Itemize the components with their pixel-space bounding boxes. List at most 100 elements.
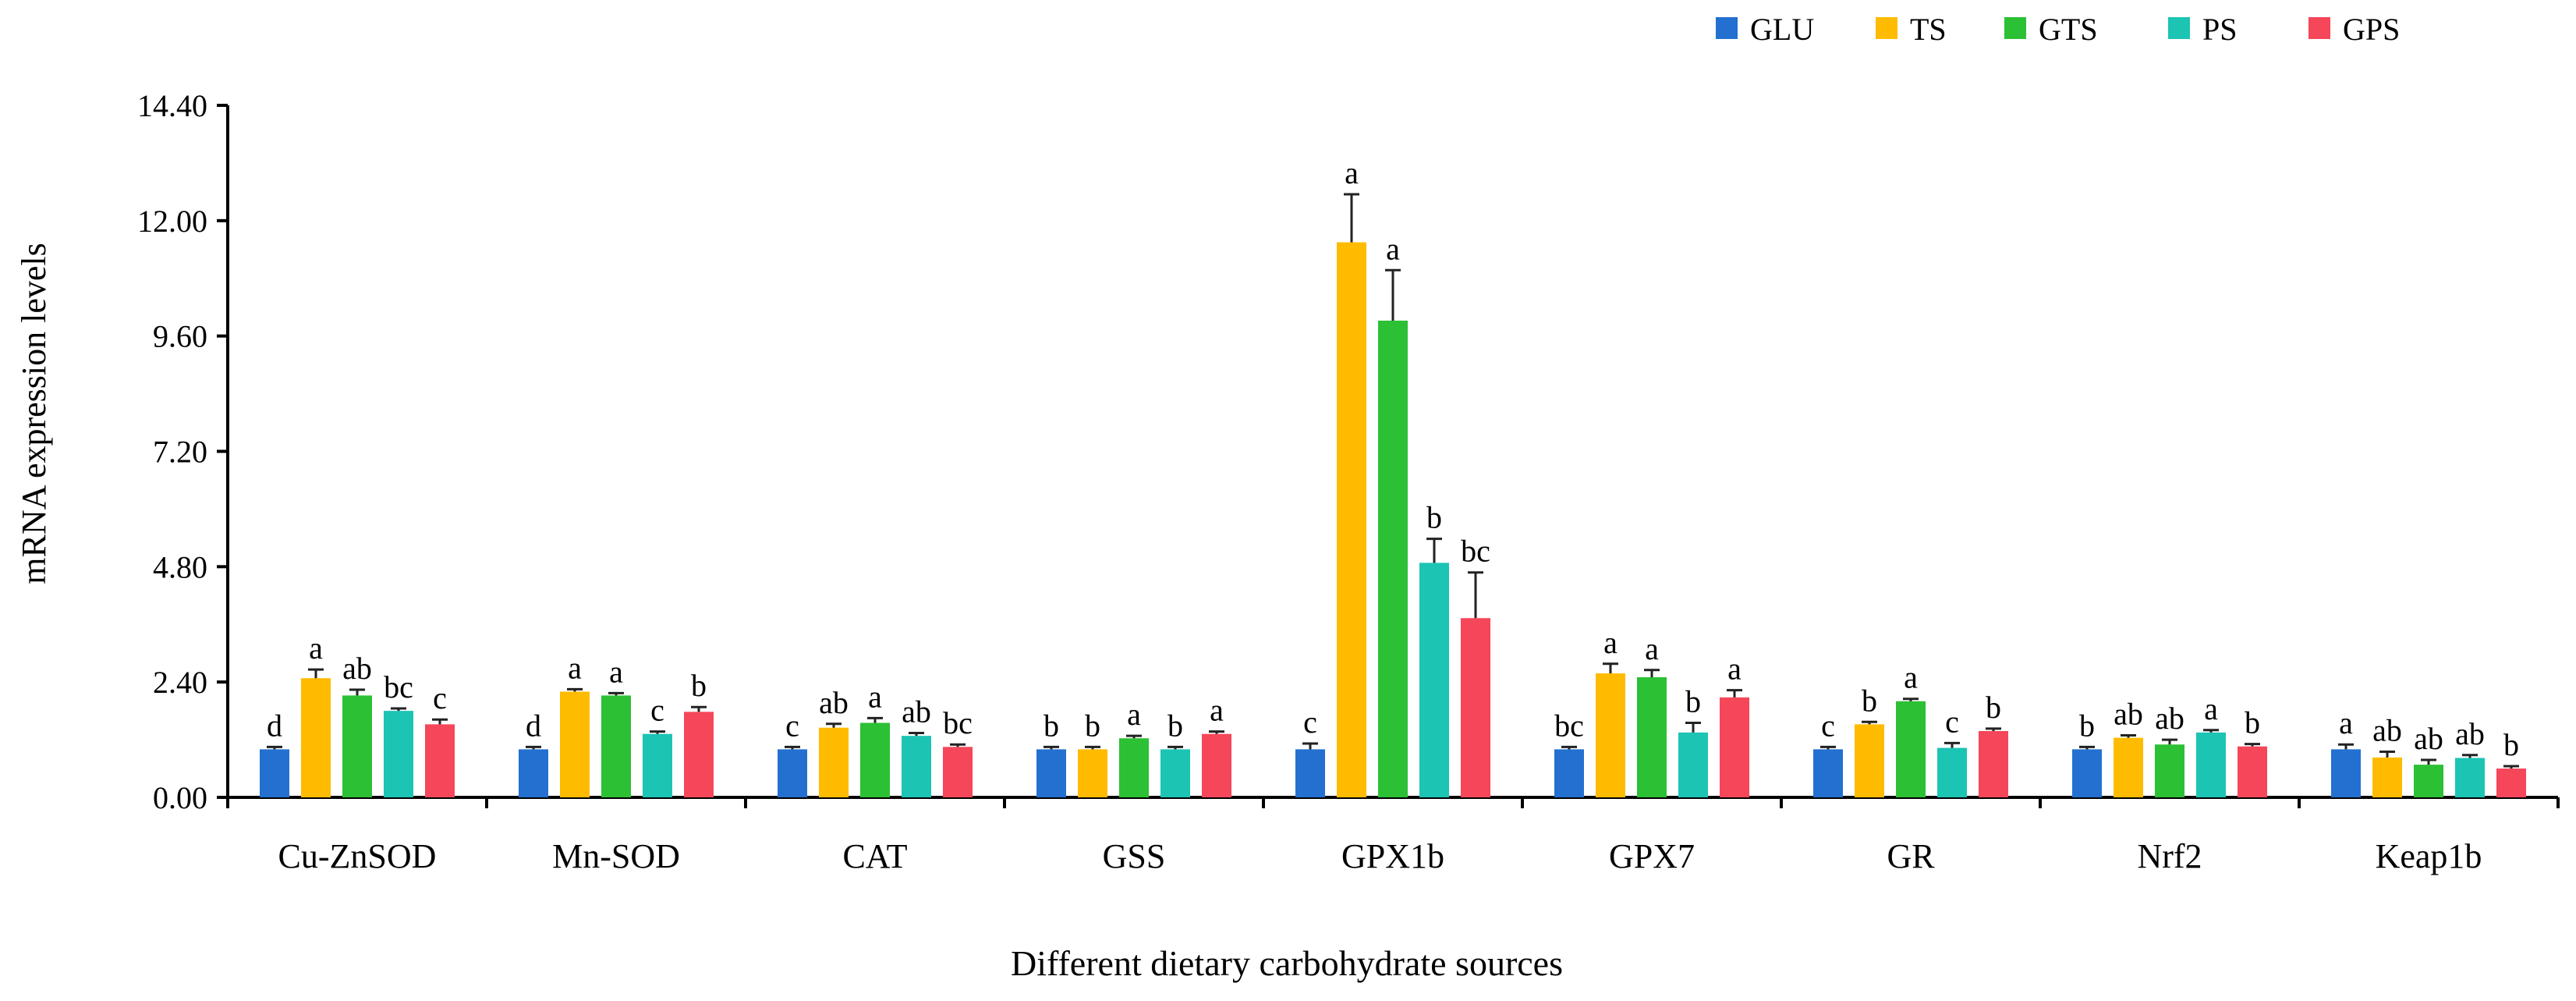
significance-label: bc [1461,534,1490,569]
significance-label: ab [2455,716,2485,751]
significance-label: a [1645,631,1659,666]
x-tick-label: GPX7 [1609,837,1695,875]
significance-label: ab [2155,701,2184,736]
bar [1295,749,1325,797]
significance-label: bc [384,669,413,705]
bar [2196,732,2226,797]
significance-label: b [1168,708,1183,743]
significance-label: c [1303,705,1317,740]
significance-label: bc [1554,708,1584,743]
significance-label: a [1386,231,1400,266]
legend-swatch [2168,17,2190,39]
x-tick-label: GPX1b [1341,837,1444,875]
significance-label: a [1727,651,1742,687]
significance-label: ab [902,694,931,729]
bar [260,749,289,797]
y-tick-label: 14.40 [137,88,207,123]
significance-label: b [2245,705,2260,740]
significance-label: a [1603,625,1618,660]
bar [1554,749,1584,797]
bar [1813,749,1843,797]
bar [1896,701,1926,797]
significance-label: ab [819,685,849,720]
significance-label: c [1945,704,1959,739]
bar [1461,618,1490,797]
x-tick-label: Nrf2 [2137,837,2202,875]
bar [2372,757,2402,797]
significance-label: a [2204,691,2218,726]
x-axis-label: Different dietary carbohydrate sources [1011,943,1563,983]
bar [1036,749,1066,797]
bar [1119,738,1149,797]
significance-label: d [526,708,541,743]
bar [1160,749,1190,797]
bar [384,711,413,797]
bar [1855,724,1884,797]
bar [2238,746,2267,797]
x-tick-label: GSS [1103,837,1166,875]
y-axis: 0.00 2.40 4.80 7.20 9.60 12.00 14.40 [137,88,229,815]
bar [1720,697,1749,797]
x-tick-label: Keap1b [2376,837,2482,875]
significance-label: b [1044,708,1059,743]
bar [1378,320,1408,797]
bar [2114,737,2143,797]
bar [1078,749,1107,797]
bar [902,736,931,797]
bar [1596,673,1625,797]
significance-label: c [650,693,664,728]
significance-label: b [1986,690,2001,725]
significance-label: ab [2114,697,2143,732]
bar [2072,749,2102,797]
x-tick-label: Mn-SOD [552,837,680,875]
y-tick-label: 7.20 [153,435,207,470]
significance-label: a [309,630,323,666]
significance-label: c [785,708,799,743]
significance-label: a [868,679,882,714]
bar [643,733,672,797]
significance-label: a [2339,705,2353,740]
bar [425,724,455,797]
bar [2155,744,2184,797]
bar [2331,749,2361,797]
y-tick-label: 0.00 [153,780,207,815]
significance-label: c [433,680,447,715]
legend-label: PS [2202,12,2238,47]
bar [943,747,973,797]
significance-label: ab [2414,721,2443,756]
significance-label: b [1085,708,1100,743]
bar [342,695,372,797]
significance-label: b [2503,727,2519,762]
y-axis-label: mRNA expression levels [15,243,53,584]
legend-label: GLU [1750,12,1814,47]
bar [2455,758,2485,797]
legend-swatch [2004,17,2026,39]
significance-label: a [1345,155,1359,190]
legend-label: GPS [2343,12,2400,47]
bar [1937,747,1967,797]
bar [1979,730,2008,797]
x-tick-label: GR [1887,837,1935,875]
significance-label: bc [943,705,973,740]
bar [1678,732,1708,797]
bar [2414,765,2443,797]
y-tick-label: 9.60 [153,319,207,354]
bar [2496,768,2526,797]
bar [1637,677,1667,797]
significance-label: b [1862,683,1877,718]
legend-swatch [2308,17,2330,39]
bar [1419,563,1449,797]
bar [684,712,714,797]
legend-label: TS [1910,12,1947,47]
bar [1202,733,1231,797]
significance-label: a [568,650,582,685]
significance-label: b [1426,500,1442,535]
bar [519,749,548,797]
x-axis: Cu-ZnSOD Mn-SOD CAT GSS GPX1b GPX7 GR Nrf2 Keap1… [226,796,2560,875]
bar [819,727,849,797]
significance-label: a [1210,693,1224,728]
bar [301,678,331,797]
significance-label: b [1685,684,1701,719]
